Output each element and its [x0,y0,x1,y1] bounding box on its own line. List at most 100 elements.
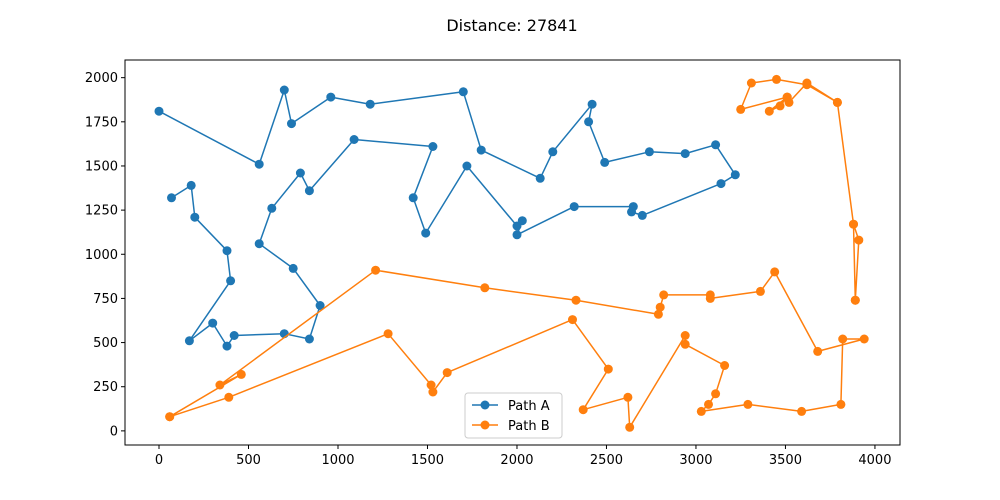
series-path-a-point [569,202,579,212]
series-path-b-point [755,286,765,296]
series-path-b-point [571,295,581,305]
series-path-a-point [222,341,232,351]
series-path-a-point [730,170,740,180]
x-tick-label: 1500 [411,453,444,468]
series-path-b-point [743,399,753,409]
series-path-b-point [236,369,246,379]
series-path-a-point [584,117,594,127]
series-extra-2-point [772,74,781,84]
series-path-a-point [408,193,418,203]
series-path-b-line [169,269,865,429]
series-path-b-point [705,293,715,303]
series-path-b-point [859,334,869,344]
series-path-b-point [711,389,721,399]
series-path-a-line [158,89,737,347]
legend-label-path-b: Path B [508,419,550,434]
series-extra-2 [736,74,864,305]
series-path-b-point [480,283,490,293]
series-path-a-point [186,180,196,190]
series-path-b-point [680,339,690,349]
series-path-a-point [304,334,314,344]
series-extra-2-point [775,101,785,111]
series-path-b [165,265,869,432]
series-path-b-point [371,265,381,275]
series-path-a-point [365,99,375,109]
series-path-b-point [680,331,690,340]
series-path-a-point [304,186,314,196]
series-path-a-point [254,159,264,169]
y-tick-label: 1000 [85,248,118,263]
series-path-a-point [680,149,690,159]
legend-marker-path-b [480,420,490,430]
series-path-b-point [442,368,452,378]
series-path-b-point [215,380,225,390]
series-path-a [154,85,740,351]
series-path-a-point [512,230,522,240]
series-path-a-point [628,202,638,212]
series-path-a-point [644,147,654,157]
y-tick-label: 750 [93,292,118,307]
x-tick-label: 2500 [590,453,623,468]
series-layer [154,74,869,432]
series-path-a-point [716,179,726,189]
series-path-b-point [578,405,588,415]
legend: Path A Path B [464,392,563,439]
x-tick-label: 3500 [769,453,802,468]
series-path-b-point [623,392,633,402]
series-path-b-point [797,406,807,416]
series-path-a-point [512,221,522,231]
series-path-a-point [229,331,239,340]
series-extra-2-point [782,92,792,102]
series-path-b-point [603,364,613,374]
plot-frame [124,59,901,446]
series-path-a-point [421,228,431,238]
series-path-a-point [548,147,558,157]
series-path-a-point [226,276,236,286]
series-path-a-point [222,246,232,256]
series-path-a-point [254,239,264,249]
series-path-a-point [190,212,200,222]
y-tick-label: 500 [93,336,118,351]
series-path-b-point [625,422,635,432]
legend-marker-path-a [480,400,490,410]
series-path-b-point [838,334,848,344]
series-path-b-point [428,387,438,397]
series-path-a-point [267,203,277,213]
series-path-b-point [659,290,669,300]
series-path-b-point [770,267,780,277]
series-path-b-point [568,315,577,325]
y-tick-label: 1750 [85,115,118,130]
series-extra-2-point [849,219,858,229]
series-extra-2-point [850,295,860,305]
series-extra-2-point [736,104,746,114]
series-path-a-point [154,106,164,116]
chart-title: Distance: 27841 [446,16,577,35]
series-path-b-point [720,361,730,370]
series-extra-2-point [832,97,842,107]
series-path-b-point [704,399,713,409]
series-extra-2-point [854,235,864,245]
series-path-b-point [813,346,823,356]
x-tick-label: 2000 [500,453,533,468]
x-tick-label: 500 [236,453,261,468]
series-path-a-point [287,119,296,129]
series-path-a-point [208,318,218,328]
series-path-b-point [653,309,663,319]
series-path-a-point [462,161,472,171]
series-path-a-point [711,140,721,150]
series-path-b-point [655,302,665,312]
y-tick-label: 1250 [85,204,118,219]
series-path-a-point [295,168,305,178]
y-tick-label: 0 [110,424,118,439]
x-tick-label: 3000 [679,453,712,468]
series-path-a-point [184,336,194,346]
series-path-a-point [167,193,176,203]
series-path-b-point [383,329,393,339]
series-path-a-point [315,301,325,310]
series-path-a-point [600,157,610,167]
series-path-b-point [224,392,234,402]
y-tick-label: 250 [93,380,118,395]
series-path-b-point [836,399,846,409]
series-path-a-point [428,142,438,151]
